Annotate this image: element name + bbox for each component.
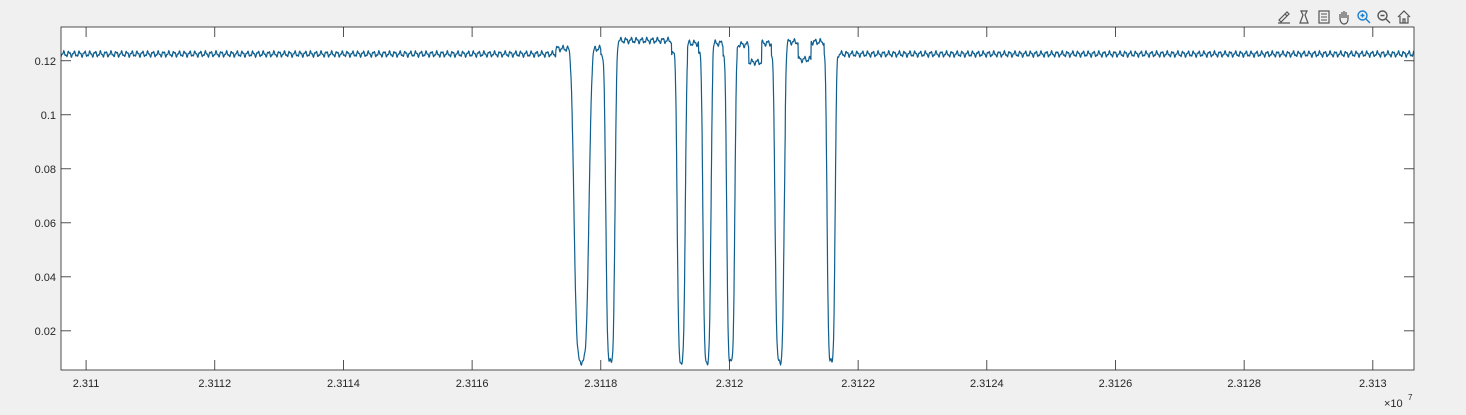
y-tick-label: 0.1 (41, 110, 56, 122)
x-tick-label: 2.313 (1359, 378, 1387, 390)
x-tick-label: 2.3118 (584, 378, 617, 390)
edit-plot-icon (1277, 11, 1290, 24)
x-exponent-base: ×10 (1384, 398, 1403, 410)
plot-area (61, 36, 1414, 367)
insert-colorbar-button[interactable] (1294, 8, 1313, 27)
axes-toolbar (1274, 7, 1413, 27)
zoom-in-icon (1356, 10, 1370, 24)
pan-button[interactable] (1334, 8, 1353, 27)
x-tick-label: 2.3126 (1099, 378, 1133, 390)
x-tick-label: 2.3112 (198, 378, 231, 390)
axes: 2.311 2.3112 2.3114 2.3116 2.3118 2.312 2.3122… (35, 26, 1415, 390)
home-icon (1397, 10, 1410, 24)
x-tick-label: 2.312 (716, 378, 744, 390)
insert-legend-button[interactable] (1314, 8, 1333, 27)
home-button[interactable] (1394, 8, 1413, 27)
series-line (61, 36, 1414, 367)
edit-plot-button[interactable] (1274, 8, 1293, 27)
zoom-in-button[interactable] (1354, 8, 1373, 27)
x-exponent-power: 7 (1408, 393, 1413, 402)
x-tick-label: 2.3116 (456, 378, 489, 390)
y-tick-label: 0.08 (35, 164, 56, 176)
x-tick-label: 2.3114 (327, 378, 360, 390)
y-tick-label: 0.02 (35, 326, 56, 338)
y-tick-label: 0.04 (35, 272, 56, 284)
axes-background (61, 27, 1414, 370)
insert-colorbar-icon (1298, 10, 1309, 24)
pan-icon (1338, 11, 1349, 25)
zoom-out-button[interactable] (1374, 8, 1393, 27)
y-tick-label: 0.12 (35, 56, 56, 68)
x-tick-label: 2.3122 (841, 378, 875, 390)
x-tick-label: 2.3128 (1227, 378, 1261, 390)
y-tick-label: 0.06 (35, 218, 56, 230)
axes-box (60, 26, 1415, 371)
x-tick-label: 2.3124 (970, 378, 1004, 390)
insert-legend-icon (1317, 10, 1330, 24)
zoom-out-icon (1376, 10, 1390, 24)
x-tick-label: 2.311 (73, 378, 100, 390)
